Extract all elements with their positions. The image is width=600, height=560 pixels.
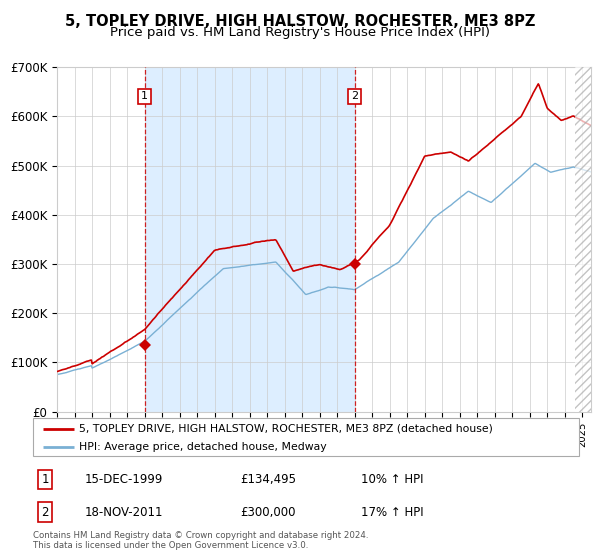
Text: 5, TOPLEY DRIVE, HIGH HALSTOW, ROCHESTER, ME3 8PZ: 5, TOPLEY DRIVE, HIGH HALSTOW, ROCHESTER…	[65, 14, 535, 29]
Text: 18-NOV-2011: 18-NOV-2011	[85, 506, 163, 519]
Bar	[145, 67, 355, 412]
Text: 1: 1	[141, 91, 148, 101]
Text: 2: 2	[41, 506, 49, 519]
Text: 10% ↑ HPI: 10% ↑ HPI	[361, 473, 423, 486]
Text: 1: 1	[41, 473, 49, 486]
Text: Price paid vs. HM Land Registry's House Price Index (HPI): Price paid vs. HM Land Registry's House …	[110, 26, 490, 39]
FancyBboxPatch shape	[33, 418, 579, 456]
Text: 17% ↑ HPI: 17% ↑ HPI	[361, 506, 423, 519]
Text: 5, TOPLEY DRIVE, HIGH HALSTOW, ROCHESTER, ME3 8PZ (detached house): 5, TOPLEY DRIVE, HIGH HALSTOW, ROCHESTER…	[79, 424, 493, 434]
Text: 15-DEC-1999: 15-DEC-1999	[85, 473, 163, 486]
Text: HPI: Average price, detached house, Medway: HPI: Average price, detached house, Medw…	[79, 442, 327, 452]
Text: 2: 2	[351, 91, 358, 101]
Text: £134,495: £134,495	[241, 473, 296, 486]
Text: Contains HM Land Registry data © Crown copyright and database right 2024.
This d: Contains HM Land Registry data © Crown c…	[33, 531, 368, 550]
Text: £300,000: £300,000	[241, 506, 296, 519]
